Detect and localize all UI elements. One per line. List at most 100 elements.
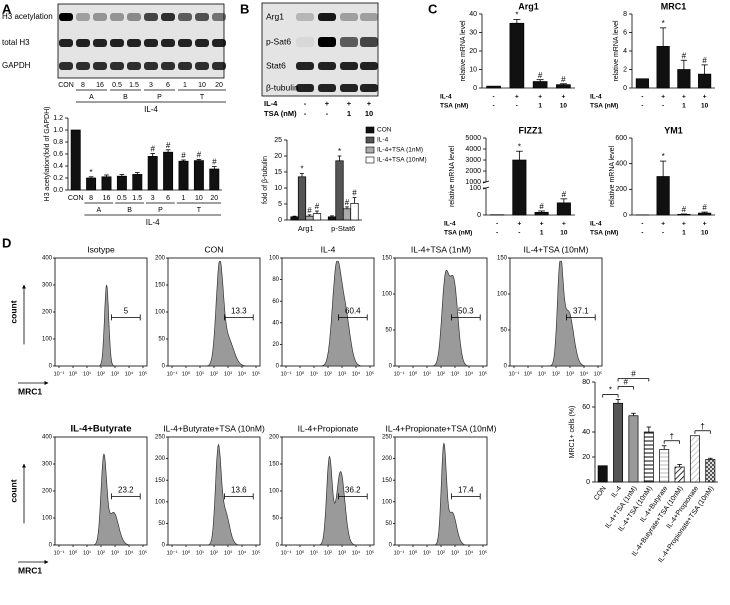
y-tick-label: 400: [42, 435, 53, 441]
y-tick-label: 4000: [465, 146, 481, 153]
condition-value: 10: [560, 103, 568, 110]
y-axis-label: H3 acetylation(fold of GAPDH): [44, 107, 51, 202]
y-tick-label: 80: [272, 277, 279, 283]
group-label: B: [127, 207, 132, 214]
comparison-label: #: [624, 378, 629, 387]
condition-value: +: [517, 221, 521, 228]
bar: [163, 152, 172, 190]
x-tick-label: 10⁻¹: [54, 371, 65, 377]
bar: [328, 217, 336, 220]
legend-label: IL-4+TSA (10nM): [377, 157, 427, 164]
bar: [698, 213, 710, 215]
x-tick-label: 10³: [111, 371, 119, 377]
blot-band: [296, 62, 314, 70]
condition-value: -: [518, 230, 520, 237]
y-tick-label: 100: [42, 337, 53, 343]
condition-value: 10: [701, 230, 709, 237]
condition-value: 1: [347, 109, 351, 118]
y-tick-label: 150: [155, 478, 166, 484]
significance-mark: #: [562, 190, 567, 199]
y-tick-label: 200: [269, 435, 280, 441]
y-tick-label: 30: [469, 29, 477, 36]
x-tick-label: 10⁵: [594, 370, 602, 377]
condition-value: +: [347, 99, 352, 108]
lane-label: 1: [182, 195, 186, 202]
x-tick-label: 10⁰: [182, 549, 191, 556]
x-tick-label: 10²: [324, 371, 332, 377]
blot-band: [340, 84, 358, 92]
condition-value: +: [367, 99, 372, 108]
y-axis-label: count: [8, 300, 18, 323]
y-tick-label: 1.2: [53, 115, 63, 122]
x-tick-label: 10⁰: [182, 370, 191, 377]
flow-title: IL-4+Butyrate+TSA (10nM): [163, 423, 265, 433]
y-tick-label: 0: [278, 217, 282, 224]
legend-label: IL-4: [377, 137, 389, 144]
bar: [629, 416, 638, 482]
comparison-label: †: [700, 422, 704, 431]
flow-title: IL-4+Propionate: [298, 423, 359, 433]
condition-value: -: [304, 99, 307, 108]
bar: [148, 156, 157, 190]
condition-value: +: [682, 94, 686, 101]
condition-value: +: [562, 221, 566, 228]
y-tick-label: 250: [155, 435, 166, 441]
x-tick-label: 10⁰: [296, 549, 305, 556]
group-label: A: [89, 94, 94, 101]
group-label: B: [123, 94, 128, 101]
blot-band: [178, 62, 192, 70]
y-tick-label: 10: [274, 185, 282, 192]
bar: [71, 130, 80, 190]
blot-band: [318, 62, 336, 70]
x-tick-label: Arg1: [298, 224, 314, 233]
bar: [657, 46, 669, 88]
y-axis-label: relative mRNA level: [449, 146, 456, 208]
x-tick-label: 10³: [451, 371, 459, 377]
x-tick-label: 10⁴: [580, 370, 589, 377]
bar: [343, 209, 351, 220]
y-tick-label: 50: [385, 521, 392, 527]
significance-mark: #: [702, 203, 707, 212]
x-tick-label: 10⁰: [69, 370, 78, 377]
condition-label: IL-4: [590, 221, 602, 228]
lane-label: 1.5: [132, 195, 142, 202]
y-tick-label: 200: [42, 489, 53, 495]
y-tick-label: 5000: [465, 135, 481, 142]
blot-band: [318, 13, 336, 21]
x-tick-label: 10¹: [310, 371, 318, 377]
y-tick-label: 0: [504, 364, 508, 370]
lane-label: 20: [215, 82, 223, 89]
legend-swatch: [366, 127, 374, 133]
flow-title: IL-4+Butyrate: [71, 424, 132, 435]
y-tick-label: 2000: [465, 168, 481, 175]
condition-value: -: [662, 230, 664, 237]
condition-value: +: [703, 221, 707, 228]
blot-band: [178, 13, 192, 21]
blot-row-label: total H3: [2, 38, 30, 47]
blot-band: [212, 62, 226, 70]
y-tick-label: 400: [42, 256, 53, 262]
y-tick-label: 100: [382, 292, 393, 298]
blot-band: [340, 13, 358, 21]
y-tick-label: 0.4: [53, 163, 63, 170]
y-tick-label: 0: [49, 364, 53, 370]
x-tick-label: 10⁴: [238, 549, 247, 556]
blot-row-label: Arg1: [266, 11, 284, 21]
comparison-label: †: [670, 432, 674, 441]
bar: [313, 214, 321, 220]
flow-title: Isotype: [87, 244, 115, 254]
y-axis-label: fold of β-tubulin: [262, 156, 269, 204]
lane-label: 8: [81, 82, 85, 89]
bar: [194, 161, 203, 190]
gate-percent: 37.1: [573, 307, 589, 316]
x-tick-label: 10⁻¹: [509, 371, 520, 377]
blot-band: [93, 62, 107, 70]
y-tick-label: 150: [497, 256, 508, 262]
y-tick-label: 600: [615, 135, 627, 142]
y-tick-label: 2: [623, 66, 627, 73]
condition-value: +: [661, 221, 665, 228]
chart-title: FIZZ1: [519, 125, 543, 135]
blot-band: [76, 39, 90, 47]
bar: [690, 436, 699, 482]
